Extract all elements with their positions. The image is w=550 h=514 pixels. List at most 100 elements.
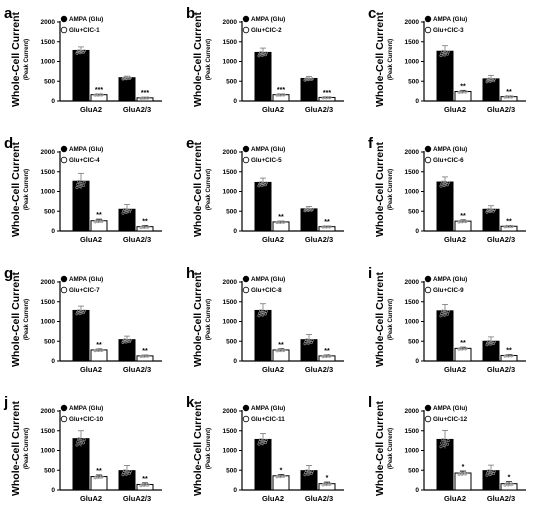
data-point xyxy=(123,469,127,473)
data-point xyxy=(257,314,261,318)
legend-marker-filled xyxy=(242,145,250,153)
y-tick-label: 1500 xyxy=(41,39,56,46)
bar-control xyxy=(254,51,272,102)
legend-marker-open xyxy=(424,415,432,423)
y-tick-label: 1500 xyxy=(41,428,56,435)
data-point xyxy=(282,220,286,224)
data-point xyxy=(305,338,309,342)
data-point xyxy=(81,441,85,445)
bar-control xyxy=(254,309,272,362)
y-axis-subtitle: (Peak Current) xyxy=(24,428,30,469)
data-point xyxy=(282,348,286,352)
data-point xyxy=(510,482,514,486)
data-point xyxy=(146,96,150,100)
data-point xyxy=(146,225,150,229)
y-tick-label: 0 xyxy=(415,98,419,105)
x-tick-label: GluA2 xyxy=(444,105,466,114)
data-point xyxy=(261,439,265,443)
data-point xyxy=(459,471,463,475)
data-point xyxy=(310,469,314,473)
x-tick-label: GluA2 xyxy=(444,365,466,374)
y-tick-label: 1000 xyxy=(223,448,238,455)
significance-label: ** xyxy=(324,219,330,226)
data-point xyxy=(464,471,468,475)
y-axis-subtitle: (Peak Current) xyxy=(388,39,394,80)
legend-label-control: AMPA (Glu) xyxy=(251,405,285,412)
x-tick-label: GluA2 xyxy=(444,494,466,503)
data-point xyxy=(277,474,281,478)
bar-control xyxy=(254,181,272,232)
data-point xyxy=(310,77,314,81)
x-tick-label: GluA2 xyxy=(80,494,102,503)
data-point xyxy=(489,208,493,212)
significance-label: ** xyxy=(142,348,148,355)
significance-label: ** xyxy=(506,89,512,96)
significance-label: ** xyxy=(142,218,148,225)
y-tick-label: 2000 xyxy=(405,149,420,156)
data-point xyxy=(446,50,450,54)
data-point xyxy=(459,219,463,223)
data-point xyxy=(264,309,268,313)
y-tick-label: 1000 xyxy=(405,189,420,196)
data-point xyxy=(487,77,491,81)
y-tick-label: 0 xyxy=(51,487,55,494)
data-point xyxy=(328,482,332,486)
significance-label: *** xyxy=(277,87,285,94)
x-tick-label: GluA2/3 xyxy=(123,105,151,114)
data-point xyxy=(443,51,447,55)
y-tick-label: 1500 xyxy=(405,169,420,176)
data-point xyxy=(259,308,263,312)
significance-label: ** xyxy=(506,347,512,354)
y-tick-label: 0 xyxy=(415,358,419,365)
y-tick-label: 1000 xyxy=(41,189,56,196)
y-axis-subtitle: (Peak Current) xyxy=(24,39,30,80)
bar-control xyxy=(436,50,454,102)
significance-label: *** xyxy=(323,90,331,97)
x-tick-label: GluA2/3 xyxy=(305,365,333,374)
legend-label-treated: Glu+CIC-11 xyxy=(251,416,285,423)
x-tick-label: GluA2/3 xyxy=(487,105,515,114)
data-point xyxy=(459,346,463,350)
data-point xyxy=(510,354,514,358)
data-point xyxy=(259,50,263,54)
y-tick-label: 1000 xyxy=(405,319,420,326)
y-axis-subtitle: (Peak Current) xyxy=(206,299,212,340)
y-tick-label: 1500 xyxy=(223,428,238,435)
significance-label: ** xyxy=(278,342,284,349)
data-point xyxy=(146,483,150,487)
legend-label-control: AMPA (Glu) xyxy=(251,276,285,283)
data-point xyxy=(141,96,145,100)
data-point xyxy=(441,437,445,441)
data-point xyxy=(258,311,262,315)
data-point xyxy=(445,442,449,446)
data-point xyxy=(277,220,281,224)
x-tick-label: GluA2 xyxy=(80,365,102,374)
y-tick-label: 2000 xyxy=(405,279,420,286)
bar-treated xyxy=(318,226,336,232)
data-point xyxy=(141,354,145,358)
legend-label-control: AMPA (Glu) xyxy=(251,146,285,153)
data-point xyxy=(459,90,463,94)
x-tick-label: GluA2/3 xyxy=(487,365,515,374)
data-point xyxy=(307,470,311,474)
y-axis-title: Whole-Cell Current xyxy=(374,11,386,107)
y-axis-subtitle: (Peak Current) xyxy=(24,299,30,340)
x-tick-label: GluA2/3 xyxy=(305,235,333,244)
y-tick-label: 1000 xyxy=(405,59,420,66)
data-point xyxy=(128,76,132,80)
y-tick-label: 0 xyxy=(51,98,55,105)
y-axis-subtitle: (Peak Current) xyxy=(388,169,394,210)
bar-control xyxy=(300,77,318,102)
x-tick-label: GluA2/3 xyxy=(123,494,151,503)
data-point xyxy=(77,308,81,312)
legend-label-treated: Glu+CIC-10 xyxy=(69,416,104,423)
y-tick-label: 2000 xyxy=(223,408,238,415)
data-point xyxy=(305,469,309,473)
panel-label: i xyxy=(368,265,372,282)
data-point xyxy=(95,348,99,352)
significance-label: * xyxy=(508,475,511,482)
data-point xyxy=(443,311,447,315)
y-tick-label: 1500 xyxy=(223,299,238,306)
y-axis-title: Whole-Cell Current xyxy=(192,11,204,107)
